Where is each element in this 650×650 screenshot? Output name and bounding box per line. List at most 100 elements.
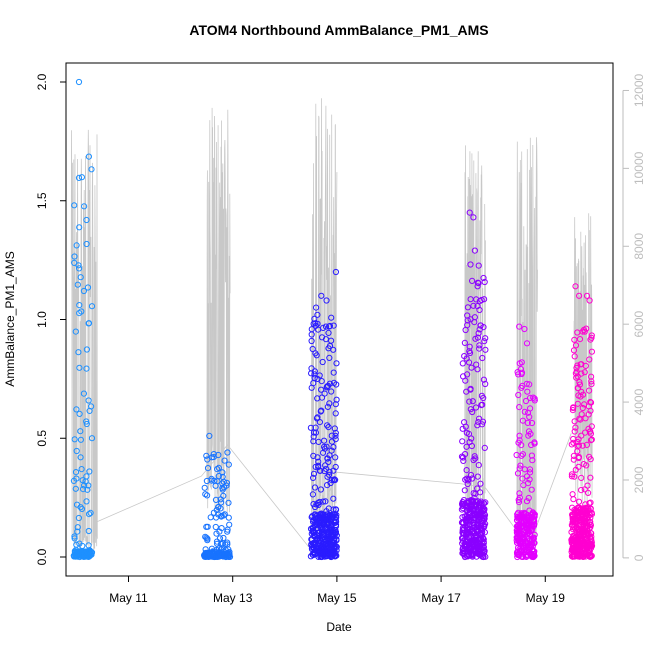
data-point xyxy=(461,353,468,360)
data-point xyxy=(578,474,585,481)
data-point xyxy=(308,337,315,345)
data-point xyxy=(514,514,521,521)
data-point xyxy=(570,537,577,544)
data-point xyxy=(83,420,90,428)
data-point xyxy=(86,468,93,475)
data-point xyxy=(210,552,217,560)
data-point xyxy=(586,541,593,549)
data-point xyxy=(208,454,215,461)
data-point xyxy=(524,518,531,525)
data-point xyxy=(72,469,80,476)
x-axis-label: Date xyxy=(326,620,352,634)
data-point xyxy=(331,537,338,544)
data-point xyxy=(72,485,79,492)
data-point xyxy=(569,504,576,511)
data-point xyxy=(472,455,479,462)
data-point xyxy=(474,473,481,480)
data-point xyxy=(78,174,86,181)
data-point xyxy=(524,542,531,549)
data-point xyxy=(574,400,581,407)
data-point xyxy=(524,419,531,426)
data-point xyxy=(519,475,526,482)
data-point xyxy=(310,474,317,481)
data-point xyxy=(522,511,530,518)
data-point xyxy=(464,304,471,311)
data-point xyxy=(319,358,326,366)
data-point xyxy=(223,479,230,486)
data-point xyxy=(466,398,473,405)
data-point xyxy=(83,418,90,425)
data-point xyxy=(572,507,579,514)
y-tick-label: 1.5 xyxy=(35,192,49,209)
data-point xyxy=(76,540,83,547)
data-point xyxy=(86,407,93,414)
data-point xyxy=(521,325,528,333)
data-point xyxy=(525,428,533,435)
data-point xyxy=(464,553,471,560)
secondary-line-burst xyxy=(70,129,98,551)
data-point xyxy=(331,476,338,483)
data-point xyxy=(78,505,86,512)
data-point xyxy=(522,397,530,405)
data-point xyxy=(317,408,324,415)
data-point xyxy=(203,452,210,459)
data-point xyxy=(76,224,83,231)
data-point xyxy=(576,534,583,541)
data-point xyxy=(470,214,477,221)
data-point xyxy=(480,540,487,547)
data-point xyxy=(588,538,595,545)
data-point xyxy=(529,522,536,529)
data-point xyxy=(210,451,217,458)
data-point xyxy=(585,425,592,432)
data-point xyxy=(461,487,468,494)
data-point xyxy=(476,306,483,314)
y2-tick-label: 12000 xyxy=(632,73,646,107)
data-point xyxy=(311,484,319,491)
data-point xyxy=(73,548,80,555)
data-point xyxy=(216,535,224,542)
data-point xyxy=(518,442,525,449)
data-point xyxy=(206,432,213,439)
data-point xyxy=(519,417,527,424)
y-tick-label: 0.0 xyxy=(35,548,49,565)
data-point xyxy=(80,287,88,295)
data-point xyxy=(587,398,594,406)
data-point xyxy=(468,364,475,371)
data-point xyxy=(525,432,532,439)
data-point xyxy=(569,526,577,533)
data-point xyxy=(466,349,474,357)
data-point xyxy=(322,462,329,469)
data-point xyxy=(529,457,536,464)
data-point xyxy=(215,504,222,511)
data-point xyxy=(588,348,596,355)
data-point xyxy=(530,553,537,561)
data-point xyxy=(324,473,331,480)
data-point xyxy=(310,380,317,387)
data-point xyxy=(311,503,319,511)
data-point xyxy=(468,504,475,511)
data-point xyxy=(474,366,481,373)
data-point xyxy=(318,551,326,558)
data-point xyxy=(576,292,583,299)
data-point xyxy=(333,360,340,367)
data-point xyxy=(203,523,210,531)
data-point xyxy=(74,524,81,531)
data-point xyxy=(471,247,478,254)
data-point xyxy=(513,534,520,541)
data-point xyxy=(524,526,531,533)
data-point xyxy=(313,536,320,543)
data-point xyxy=(466,509,473,517)
data-point xyxy=(519,382,526,389)
data-point xyxy=(323,443,330,450)
data-point xyxy=(310,525,317,532)
data-point xyxy=(219,469,226,476)
data-point xyxy=(470,456,477,464)
data-point xyxy=(523,498,531,505)
data-point xyxy=(88,303,96,310)
data-point xyxy=(332,529,339,536)
data-point xyxy=(531,440,538,447)
data-point xyxy=(325,458,332,466)
data-point xyxy=(221,457,228,464)
data-point xyxy=(576,522,583,529)
data-point xyxy=(480,376,487,383)
